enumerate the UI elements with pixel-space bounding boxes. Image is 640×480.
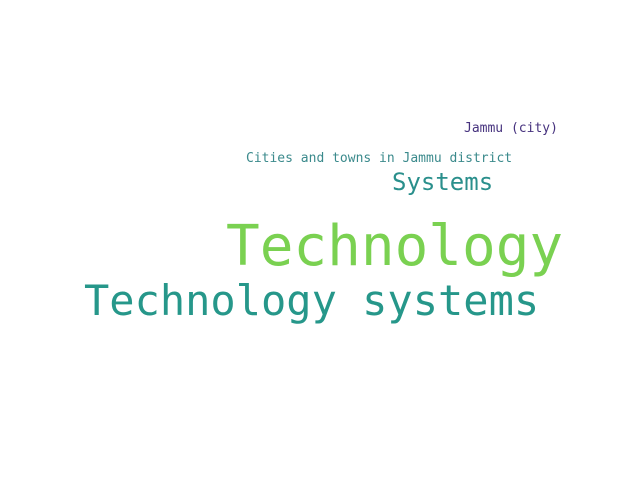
word-technology-systems: Technology systems	[84, 276, 540, 325]
word-cities-and-towns: Cities and towns in Jammu district	[246, 151, 513, 166]
word-technology: Technology	[226, 214, 564, 279]
word-systems: Systems	[392, 168, 494, 196]
word-jammu-city: Jammu (city)	[464, 121, 558, 136]
